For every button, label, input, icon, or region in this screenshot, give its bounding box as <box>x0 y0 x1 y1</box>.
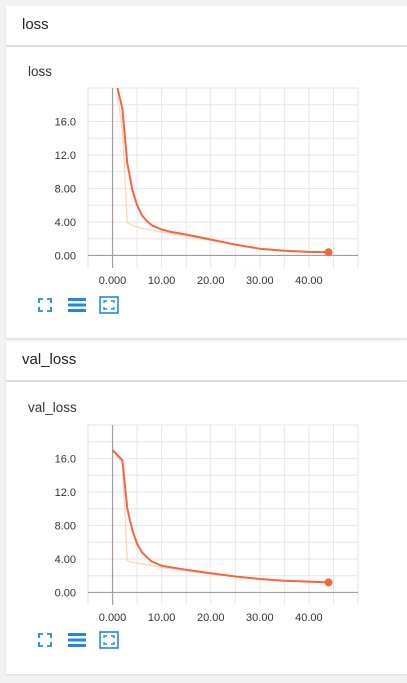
val-loss-chart[interactable]: 0.00 4.00 8.00 12.0 16.0 0.000 10.00 20.00 30.00… <box>6 382 407 674</box>
series-line-raw <box>111 449 329 584</box>
x-tick-label: 30.00 <box>246 275 274 287</box>
y-tick-label: 16.0 <box>55 453 76 465</box>
x-tick-label: 20.00 <box>197 275 225 287</box>
chart-title: loss <box>28 64 53 79</box>
series-line-raw <box>116 96 329 254</box>
grid <box>87 424 359 605</box>
series-line-smoothed <box>116 88 329 254</box>
x-tick-label: 30.00 <box>246 612 274 624</box>
y-tick-label: 4.00 <box>55 554 76 566</box>
grid <box>87 87 359 268</box>
y-tick-label: 12.0 <box>55 150 76 162</box>
fit-domain-icon[interactable] <box>98 629 120 651</box>
y-tick-label: 12.0 <box>55 487 76 499</box>
x-tick-label: 40.00 <box>295 612 323 624</box>
loss-chart[interactable]: 0.00 4.00 8.00 12.0 16.0 0.000 10.00 20.00 30.00… <box>6 47 407 338</box>
x-tick-label: 20.00 <box>197 612 225 624</box>
data-list-icon[interactable] <box>66 294 88 316</box>
y-tick-label: 4.00 <box>55 217 76 229</box>
expand-icon[interactable] <box>34 629 56 651</box>
expand-icon[interactable] <box>34 294 56 316</box>
last-point-marker <box>324 248 333 257</box>
y-tick-label: 8.00 <box>55 520 76 532</box>
y-tick-label: 0.00 <box>55 587 76 599</box>
scalar-card-loss: loss 0.00 4.00 8.00 12.0 16.0 0.000 10.00 20.00… <box>6 47 407 338</box>
y-tick-label: 8.00 <box>55 183 76 195</box>
data-list-icon[interactable] <box>66 629 88 651</box>
x-tick-label: 10.00 <box>148 612 176 624</box>
run-group-header-label: loss <box>22 16 49 33</box>
last-point-marker <box>324 578 333 587</box>
fit-domain-icon[interactable] <box>98 294 120 316</box>
series-line-smoothed <box>111 449 329 584</box>
scalar-card-val-loss: val_loss 0.00 4.00 8.00 12.0 16.0 0.000 10.00 2… <box>6 382 407 674</box>
x-tick-label: 10.00 <box>148 275 176 287</box>
run-group-header-loss[interactable]: loss <box>6 6 407 46</box>
run-group-header-label: val_loss <box>22 351 77 368</box>
x-tick-label: 0.000 <box>99 612 127 624</box>
y-tick-label: 16.0 <box>55 116 76 128</box>
y-tick-label: 0.00 <box>55 250 76 262</box>
chart-title: val_loss <box>28 400 77 415</box>
run-group-header-val-loss[interactable]: val_loss <box>6 341 407 381</box>
x-tick-label: 0.000 <box>99 275 127 287</box>
x-tick-label: 40.00 <box>295 275 323 287</box>
